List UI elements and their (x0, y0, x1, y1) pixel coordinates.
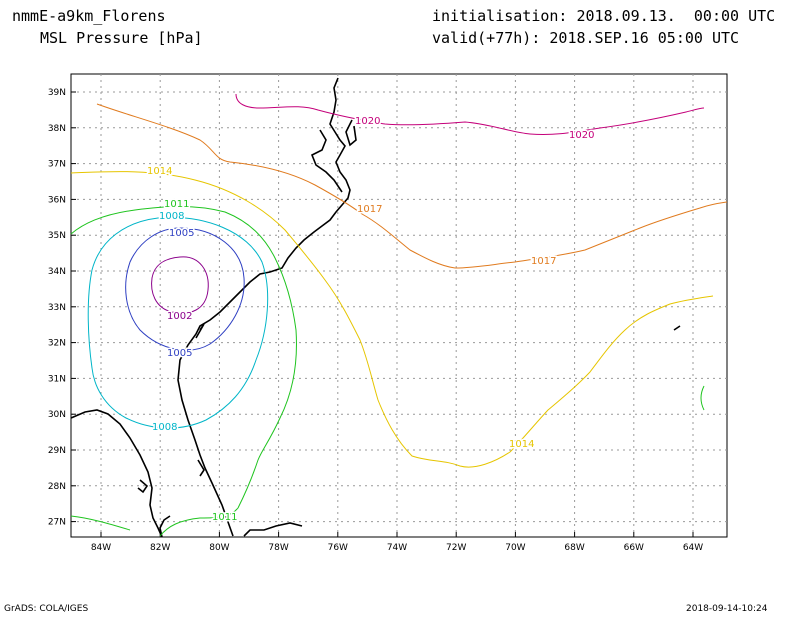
lat-tick-label: 27N (48, 518, 66, 528)
lat-tick-label: 29N (48, 446, 66, 456)
lon-tick-label: 80W (209, 543, 229, 553)
label-1014-n: 1014 (147, 166, 172, 177)
contour-1011-e (700, 385, 705, 411)
label-1020-e: 1020 (569, 130, 594, 141)
contour-1005 (125, 227, 245, 351)
lat-tick-label: 35N (48, 231, 66, 241)
lon-tick-label: 74W (387, 543, 407, 553)
lat-tick-label: 38N (48, 124, 66, 134)
label-1008-n: 1008 (159, 211, 184, 222)
lon-tick-label: 66W (624, 543, 644, 553)
label-1011-n: 1011 (164, 199, 189, 210)
lon-tick-label: 72W (446, 543, 466, 553)
label-1005-s: 1005 (167, 348, 192, 359)
contour-labels: 1002 1005 1005 1008 1008 1011 1011 1014 … (146, 115, 596, 525)
lat-tick-label: 31N (48, 374, 66, 384)
valid-time: valid(+77h): 2018.SEP.16 05:00 UTC (432, 29, 740, 47)
lon-tick-label: 82W (150, 543, 170, 553)
lat-tick-label: 34N (48, 267, 66, 277)
lat-tick-label: 36N (48, 195, 66, 205)
lon-tick-label: 68W (564, 543, 584, 553)
coastline (70, 77, 681, 538)
contour-1014 (70, 171, 714, 468)
label-1005-n: 1005 (169, 228, 194, 239)
lat-tick-label: 28N (48, 482, 66, 492)
label-1011-s: 1011 (212, 512, 237, 523)
variable-title: MSL Pressure [hPa] (40, 29, 203, 47)
contour-1017 (96, 103, 728, 269)
init-time: initialisation: 2018.09.13. 00:00 UTC (432, 7, 776, 25)
lat-tick-label: 39N (48, 88, 66, 98)
lon-tick-label: 70W (505, 543, 525, 553)
label-1020-w: 1020 (355, 116, 380, 127)
lat-tick-label: 33N (48, 303, 66, 313)
label-1017-w: 1017 (357, 204, 382, 215)
label-1014-s: 1014 (509, 439, 534, 450)
lon-tick-label: 78W (268, 543, 288, 553)
contour-1020 (235, 93, 705, 136)
longitude-labels: 84W 82W 80W 78W 76W 74W 72W 70W 68W 66W 64W (91, 543, 703, 553)
lon-tick-label: 76W (328, 543, 348, 553)
model-name: nmmE-a9km_Florens (12, 7, 166, 25)
lon-tick-label: 84W (91, 543, 111, 553)
lat-tick-label: 30N (48, 410, 66, 420)
lat-tick-label: 37N (48, 160, 66, 170)
lat-tick-label: 32N (48, 339, 66, 349)
contour-1008 (87, 216, 269, 429)
contour-1002 (151, 256, 209, 314)
latitude-labels: 39N 38N 37N 36N 35N 34N 33N 32N 31N 30N 29N 28N 27N (48, 88, 66, 528)
contour-1011 (70, 206, 297, 537)
label-1008-s: 1008 (152, 422, 177, 433)
map-grid (71, 74, 727, 537)
contour-1011-sw (70, 515, 131, 531)
label-1017-e: 1017 (531, 256, 556, 267)
timestamp-text: 2018-09-14-10:24 (686, 604, 768, 614)
map-frame (70, 73, 728, 538)
lon-tick-label: 64W (683, 543, 703, 553)
label-1002: 1002 (167, 311, 192, 322)
credit-text: GrADS: COLA/IGES (4, 604, 89, 614)
